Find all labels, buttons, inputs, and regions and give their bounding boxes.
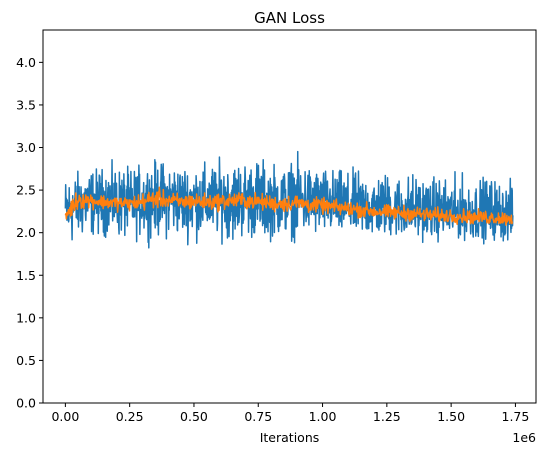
y-tick-label: 0.0 xyxy=(16,396,36,411)
x-tick-label: 0.50 xyxy=(180,409,208,424)
y-tick-label: 3.5 xyxy=(16,97,36,112)
x-tick-label: 1.75 xyxy=(502,409,530,424)
y-tick-label: 0.5 xyxy=(16,353,36,368)
x-tick-label: 1.50 xyxy=(437,409,465,424)
x-axis-label: Iterations xyxy=(260,430,320,445)
x-tick-label: 0.25 xyxy=(116,409,144,424)
x-tick-label: 1.25 xyxy=(373,409,401,424)
x-tick-label: 1.00 xyxy=(309,409,337,424)
series-layer xyxy=(64,150,514,249)
y-tick-label: 2.5 xyxy=(16,183,36,198)
x-tick-label: 0.75 xyxy=(244,409,272,424)
y-tick-label: 3.0 xyxy=(16,140,36,155)
y-tick-label: 2.0 xyxy=(16,225,36,240)
x-tick-label: 0.00 xyxy=(51,409,79,424)
loss-series-line-1 xyxy=(64,186,514,226)
y-tick-label: 4.0 xyxy=(16,55,36,70)
x-axis-ticks: 0.00 0.25 0.50 0.75 1.00 1.25 1.50 1.75 xyxy=(51,403,529,424)
plot-frame xyxy=(42,29,537,404)
y-axis-ticks: 0.0 0.5 1.0 1.5 2.0 2.5 3.0 3.5 4.0 xyxy=(16,55,43,411)
chart-title: GAN Loss xyxy=(254,9,325,27)
y-tick-label: 1.0 xyxy=(16,310,36,325)
x-axis-offset-label: 1e6 xyxy=(512,430,536,445)
y-tick-label: 1.5 xyxy=(16,268,36,283)
